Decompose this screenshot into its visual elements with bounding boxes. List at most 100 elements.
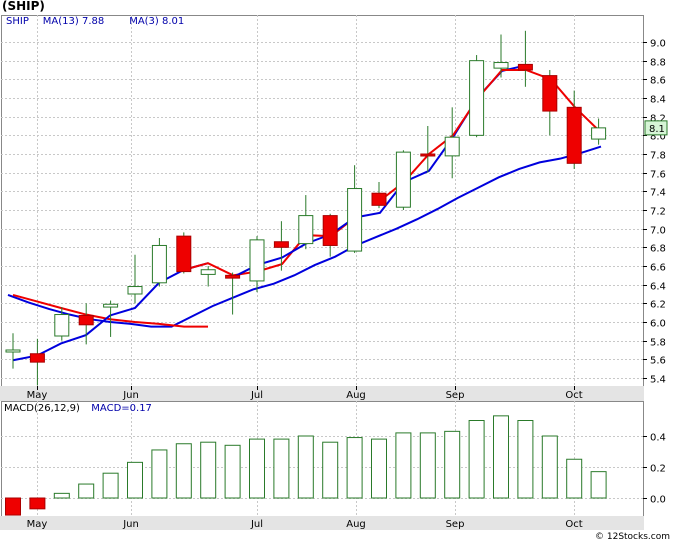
macd-legend-item: MACD=0.17: [91, 403, 152, 414]
candle: [371, 182, 387, 209]
candle-body: [176, 235, 192, 273]
candle-body: [78, 314, 94, 326]
macd-bar: [273, 438, 290, 499]
candle: [176, 232, 192, 274]
price-ytick-label: 6.4: [650, 282, 666, 293]
candle-body: [273, 241, 289, 248]
price-legend-item: MA(13) 7.88: [43, 16, 104, 27]
price-ytick-label: 6.2: [650, 300, 666, 311]
macd-bar: [419, 432, 436, 499]
candle: [591, 118, 607, 145]
candle: [249, 236, 265, 293]
candle-body: [517, 63, 533, 71]
macd-bar: [5, 497, 21, 516]
macd-legend-item: MACD(26,12,9): [4, 403, 80, 414]
last-price-label: 8.1: [649, 124, 665, 135]
candle-body: [566, 106, 582, 164]
price-legend-item: SHIP: [6, 16, 29, 27]
macd-bar: [53, 492, 70, 499]
candle: [566, 90, 582, 169]
price-ytick-label: 8.2: [650, 114, 666, 125]
ma13-line: [7, 145, 602, 328]
candle: [54, 307, 70, 341]
price-xtick-label: May: [27, 390, 48, 401]
candle-body: [5, 349, 21, 353]
macd-xtick-label: Aug: [346, 519, 366, 530]
macd-bar: [78, 483, 95, 499]
price-xtick-label: Oct: [565, 390, 582, 401]
macd-bar: [371, 438, 387, 499]
macd-bar: [566, 458, 583, 499]
candle-body: [420, 153, 436, 157]
chart-title: (SHIP): [2, 0, 45, 13]
price-ytick-label: 5.6: [650, 356, 666, 367]
ma3-line: [12, 293, 208, 328]
macd-bar: [346, 437, 363, 499]
candle-body: [542, 75, 558, 112]
macd-xtick-label: Jul: [250, 519, 263, 530]
price-ytick-label: 8.6: [650, 76, 666, 87]
candle-body: [103, 303, 119, 308]
macd-bar: [517, 420, 534, 499]
candle: [493, 34, 509, 78]
price-ytick-label: 9.0: [650, 39, 666, 50]
candle: [200, 266, 216, 287]
price-trend-line-early: [12, 262, 209, 362]
candle-body: [54, 314, 70, 337]
price-ytick-label: 6.0: [650, 319, 666, 330]
candle: [103, 300, 119, 337]
watermark: © 12Stocks.com: [595, 532, 670, 542]
price-ytick-label: 8.0: [650, 132, 666, 143]
candle: [420, 126, 436, 173]
price-ytick-label: 5.4: [650, 375, 666, 386]
price-ytick-label: 7.8: [650, 151, 666, 162]
macd-ytick-label: 0.2: [650, 464, 666, 475]
candle: [5, 333, 21, 369]
candle: [151, 238, 167, 287]
macd-bar: [102, 472, 119, 499]
candle: [225, 272, 241, 315]
macd-bar: [127, 461, 143, 499]
candle-body: [298, 215, 314, 245]
candle-body: [151, 244, 167, 284]
candle-body: [371, 192, 387, 206]
macd-bar: [590, 471, 607, 499]
candle-body: [395, 151, 411, 208]
macd-bar: [224, 444, 241, 499]
candle-body: [347, 188, 363, 252]
candle: [542, 70, 558, 136]
candle-body: [444, 136, 460, 157]
ma3-line-late: [379, 69, 601, 202]
macd-xtick-label: Oct: [565, 519, 582, 530]
price-ytick-label: 7.2: [650, 207, 666, 218]
macd-bar: [468, 420, 485, 499]
macd-bar: [322, 441, 339, 499]
macd-bar: [297, 435, 314, 499]
candle: [273, 221, 289, 271]
candle: [322, 213, 338, 257]
price-ytick-label: 6.6: [650, 263, 666, 274]
candle: [444, 107, 460, 179]
macd-bar: [541, 435, 558, 499]
candle-body: [493, 62, 509, 69]
macd-xtick-label: May: [27, 519, 48, 530]
price-xtick-label: Jun: [122, 390, 139, 401]
candle: [29, 338, 45, 386]
price-ytick-label: 7.6: [650, 170, 666, 181]
price-xaxis-band: [0, 386, 644, 401]
macd-bar: [444, 430, 461, 499]
candle-body: [29, 353, 45, 363]
candle: [517, 30, 533, 87]
macd-ytick-label: 0.4: [650, 433, 666, 444]
candle: [469, 55, 485, 138]
macd-xtick-label: Sep: [446, 519, 465, 530]
price-panel-frame: [1, 15, 644, 387]
price-ytick-label: 6.8: [650, 244, 666, 255]
price-ytick-label: 7.4: [650, 188, 666, 199]
macd-bar: [175, 443, 192, 499]
price-ytick-label: 5.8: [650, 338, 666, 349]
price-xtick-label: Sep: [446, 390, 465, 401]
candle-body: [225, 274, 241, 279]
